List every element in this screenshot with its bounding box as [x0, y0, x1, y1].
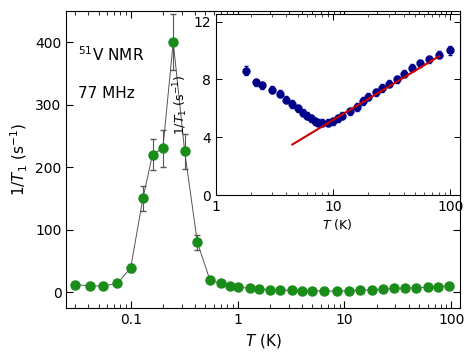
X-axis label: $T\ \rm(K)$: $T\ \rm(K)$	[322, 217, 353, 232]
Text: 77 MHz: 77 MHz	[78, 86, 135, 101]
Text: $^{51}$V NMR: $^{51}$V NMR	[78, 45, 144, 64]
X-axis label: $T\ \rm(K)$: $T\ \rm(K)$	[245, 332, 282, 350]
Y-axis label: $1/T_1\ \rm(s^{-1})$: $1/T_1\ \rm(s^{-1})$	[172, 74, 191, 135]
Y-axis label: $1/T_1\ \rm(s^{-1})$: $1/T_1\ \rm(s^{-1})$	[9, 123, 29, 196]
